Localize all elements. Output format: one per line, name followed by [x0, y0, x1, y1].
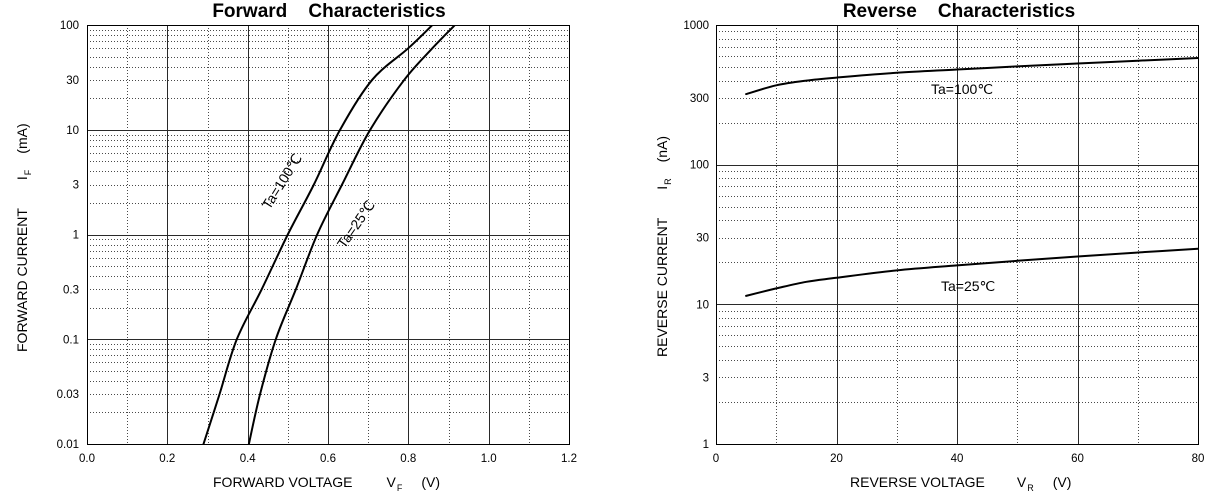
x-tick-label: 40	[951, 453, 964, 465]
y-tick-label: 300	[690, 93, 709, 105]
y-tick-label: 1	[73, 230, 79, 242]
y-tick-label: 0.03	[57, 389, 79, 401]
x-axis-symbol: V	[387, 474, 397, 490]
x-tick-label: 0.4	[240, 453, 257, 465]
x-axis-title: FORWARD VOLTAGE	[213, 474, 353, 490]
y-tick-label: 100	[60, 20, 79, 32]
series-line-ta-100c	[202, 25, 434, 444]
chart-title: Reverse Characteristics	[843, 1, 1075, 22]
y-tick-label: 0.3	[63, 284, 79, 296]
series-line-ta-25c	[745, 247, 1198, 297]
x-axis-subscript: F	[397, 483, 403, 493]
y-tick-label: 3	[703, 372, 709, 384]
series-label-ta-25c: Ta=25℃	[334, 197, 378, 251]
y-tick-label: 100	[690, 160, 709, 172]
plot-frame	[716, 25, 1199, 445]
y-axis-label: REVERSE CURRENT IR (nA)	[654, 136, 673, 357]
reverse-characteristics-chart: Reverse Characteristics 0 20 40 60 80 1000 300…	[654, 1, 1204, 493]
grid	[87, 25, 569, 444]
x-tick-label: 0.6	[320, 453, 336, 465]
x-axis-label: FORWARD VOLTAGE VF (V)	[213, 474, 440, 493]
y-axis-symbol: I	[654, 186, 670, 190]
y-tick-label: 3	[73, 180, 79, 192]
y-tick-label: 30	[66, 75, 79, 87]
y-tick-label: 10	[66, 125, 79, 137]
y-tick-label: 0.1	[63, 334, 79, 346]
series-label-ta-25c: Ta=25℃	[941, 278, 995, 294]
forward-characteristics-chart: Forward Characteristics 0.0 0.2 0.4 0.6 0.8 1…	[14, 1, 577, 493]
grid	[716, 25, 1198, 444]
y-axis-title: FORWARD CURRENT	[14, 208, 30, 352]
y-tick-label: 1	[703, 439, 709, 451]
y-axis-subscript: R	[663, 178, 673, 185]
y-axis-label: FORWARD CURRENT IF (mA)	[14, 123, 33, 352]
x-axis-subscript: R	[1027, 483, 1034, 493]
x-axis-symbol: V	[1017, 474, 1027, 490]
x-tick-label: 1.2	[561, 453, 577, 465]
series-label-ta-100c: Ta=100℃	[931, 81, 993, 97]
plot-frame	[87, 25, 570, 445]
tick-labels: 0 20 40 60 80 1000 300 100 30 10 3 1	[683, 20, 1204, 465]
x-axis-unit: (V)	[421, 474, 440, 490]
x-tick-label: 0.2	[159, 453, 175, 465]
y-axis-unit: (nA)	[654, 136, 670, 162]
x-tick-label: 0.0	[79, 453, 95, 465]
x-tick-label: 60	[1071, 453, 1084, 465]
x-axis-label: REVERSE VOLTAGE VR (V)	[850, 474, 1071, 493]
y-axis-unit: (mA)	[14, 123, 30, 153]
series-label-ta-100c: Ta=100℃	[259, 151, 305, 212]
x-tick-label: 20	[830, 453, 843, 465]
y-tick-label: 10	[696, 299, 709, 311]
y-axis-title: REVERSE CURRENT	[654, 217, 670, 357]
series	[745, 57, 1198, 297]
tick-labels: 0.0 0.2 0.4 0.6 0.8 1.0 1.2 100 30 10 3 1 0.3 0.1 0.03…	[57, 20, 577, 465]
x-axis-unit: (V)	[1053, 474, 1072, 490]
y-axis-subscript: F	[23, 169, 33, 175]
y-tick-label: 30	[696, 233, 709, 245]
plot-area: 0.0 0.2 0.4 0.6 0.8 1.0 1.2 100 30 10 3 1 0.3 0.1 0.03…	[57, 20, 577, 465]
y-axis-symbol: I	[14, 176, 30, 180]
series-line-ta-100c	[745, 57, 1198, 96]
x-tick-label: 1.0	[481, 453, 497, 465]
y-tick-label: 0.01	[57, 439, 79, 451]
chart-title: Forward Characteristics	[212, 1, 445, 22]
series-line-ta-25c	[247, 25, 456, 444]
plot-area: 0 20 40 60 80 1000 300 100 30 10 3 1 Ta=100℃ Ta=25℃	[683, 20, 1204, 465]
y-tick-label: 1000	[683, 20, 709, 32]
series	[202, 25, 456, 444]
x-tick-label: 0	[713, 453, 719, 465]
x-axis-title: REVERSE VOLTAGE	[850, 474, 985, 490]
x-tick-label: 80	[1192, 453, 1205, 465]
x-tick-label: 0.8	[400, 453, 416, 465]
